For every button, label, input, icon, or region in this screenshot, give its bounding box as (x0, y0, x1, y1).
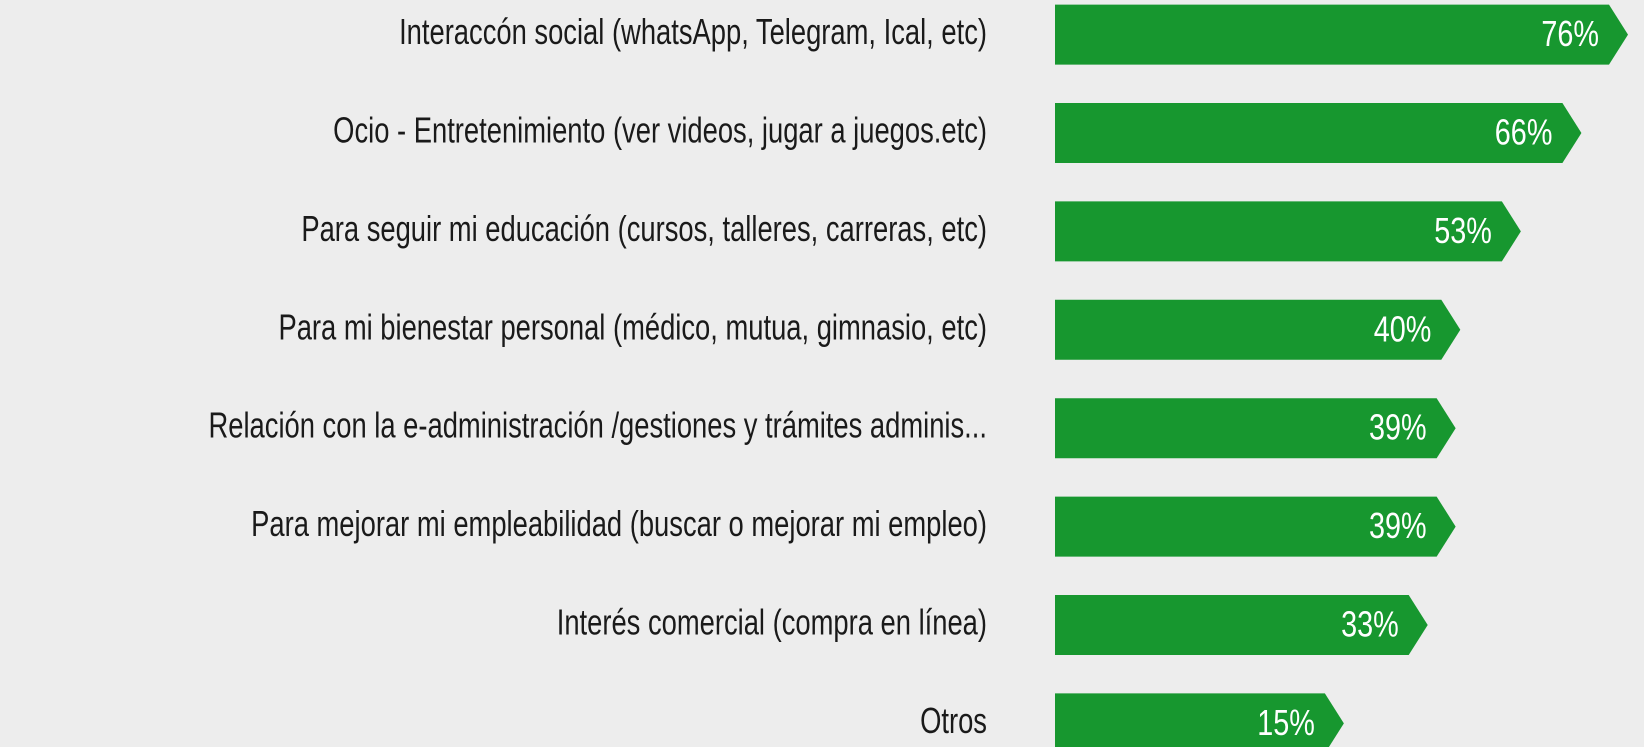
value-label: 39% (1369, 407, 1427, 448)
value-group: 33% (1341, 603, 1399, 644)
bar (1055, 595, 1428, 655)
value-label: 39% (1369, 505, 1427, 546)
label-group: Relación con la e-administración /gestio… (209, 405, 987, 446)
value-label: 15% (1257, 702, 1315, 743)
category-label: Relación con la e-administración /gestio… (209, 405, 987, 446)
label-group: Para seguir mi educación (cursos, taller… (301, 208, 987, 249)
category-label: Ocio - Entretenimiento (ver videos, juga… (333, 110, 987, 151)
bar (1055, 299, 1461, 360)
value-group: 15% (1257, 702, 1315, 743)
value-group: 76% (1541, 13, 1599, 54)
label-group: Ocio - Entretenimiento (ver videos, juga… (333, 110, 987, 151)
bar (1055, 4, 1628, 65)
value-label: 66% (1495, 111, 1553, 152)
bar (1055, 398, 1456, 459)
value-group: 39% (1369, 407, 1427, 448)
value-label: 76% (1541, 13, 1599, 54)
label-group: Interaccón social (whatsApp, Telegram, I… (399, 11, 987, 52)
bar (1055, 201, 1521, 262)
category-label: Para mi bienestar personal (médico, mutu… (278, 307, 987, 348)
category-label: Interaccón social (whatsApp, Telegram, I… (399, 11, 987, 52)
value-group: 53% (1434, 210, 1492, 251)
category-label: Para mejorar mi empleabilidad (buscar o … (251, 503, 987, 544)
value-label: 53% (1434, 210, 1492, 251)
value-label: 40% (1374, 308, 1432, 349)
category-label: Interés comercial (compra en línea) (557, 602, 987, 643)
label-group: Interés comercial (compra en línea) (557, 602, 987, 643)
value-label: 33% (1341, 603, 1399, 644)
value-group: 39% (1369, 505, 1427, 546)
label-group: Para mi bienestar personal (médico, mutu… (278, 307, 987, 348)
label-group: Otros (920, 700, 987, 741)
value-group: 40% (1374, 308, 1432, 349)
label-group: Para mejorar mi empleabilidad (buscar o … (251, 503, 987, 544)
category-label: Otros (920, 700, 987, 741)
bar (1055, 103, 1582, 163)
value-group: 66% (1495, 111, 1553, 152)
bar (1055, 496, 1456, 557)
bar (1055, 693, 1344, 747)
category-label: Para seguir mi educación (cursos, taller… (301, 208, 987, 249)
